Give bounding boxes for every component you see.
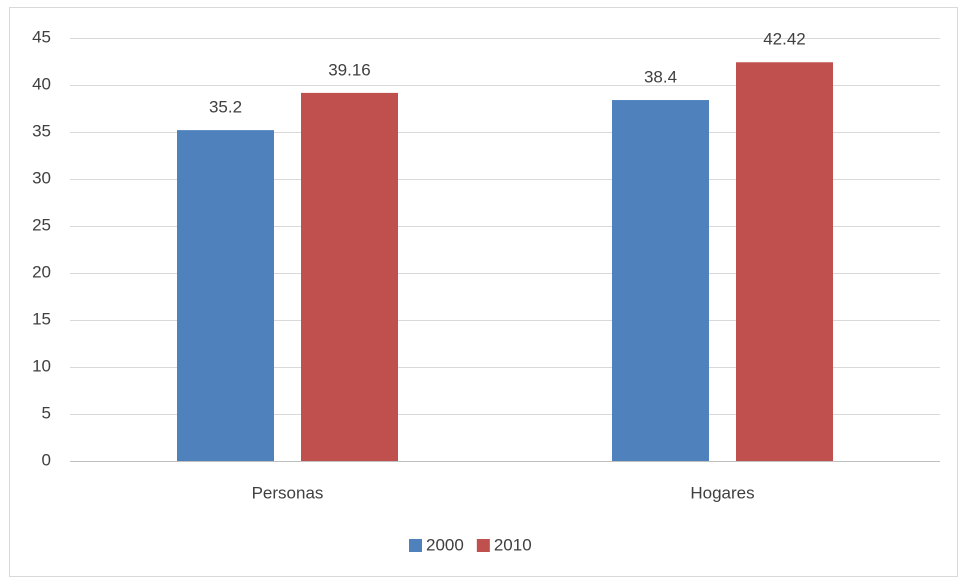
y-tick-label: 40 <box>32 74 51 93</box>
legend-label: 2000 <box>426 535 464 554</box>
data-label: 35.2 <box>209 98 242 117</box>
data-label: 39.16 <box>328 60 371 79</box>
legend-label: 2010 <box>494 535 532 554</box>
legend-swatch <box>409 539 422 552</box>
bar <box>736 62 833 461</box>
y-tick-label: 15 <box>32 309 51 328</box>
y-tick-label: 30 <box>32 168 51 187</box>
y-tick-label: 5 <box>42 403 51 422</box>
y-tick-label: 0 <box>42 450 51 469</box>
bar <box>177 130 274 461</box>
y-tick-label: 45 <box>32 27 51 46</box>
bar <box>612 100 709 461</box>
x-tick-label: Hogares <box>690 483 754 502</box>
legend-swatch <box>476 539 490 552</box>
data-label: 42.42 <box>763 30 806 49</box>
y-tick-label: 20 <box>32 262 51 281</box>
bar <box>301 92 398 462</box>
data-label: 38.4 <box>644 68 677 87</box>
y-tick-label: 10 <box>32 356 51 375</box>
y-tick-label: 35 <box>32 121 51 140</box>
y-tick-label: 25 <box>32 215 51 234</box>
x-tick-label: Personas <box>252 483 324 502</box>
